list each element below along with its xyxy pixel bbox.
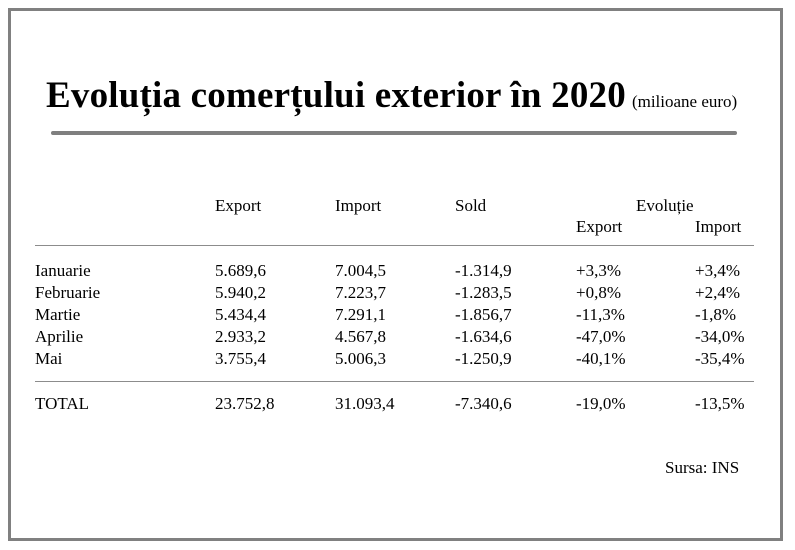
table-cell-sold: -1.283,5	[455, 283, 512, 302]
table-cell-export: 5.940,2	[215, 283, 266, 302]
total-label: TOTAL	[35, 394, 90, 413]
table-cell-sold: -1.250,9	[455, 349, 512, 368]
page-subtitle: (milioane euro)	[631, 92, 738, 111]
total-divider	[35, 381, 754, 382]
table-cell-import: 5.006,3	[335, 349, 386, 368]
table-cell-evol-export: -11,3%	[576, 305, 625, 324]
table-cell-evol-import: -34,0%	[695, 327, 745, 346]
table-cell-sold: -1.314,9	[455, 261, 512, 280]
title-underline	[51, 131, 737, 135]
table-cell-sold: -1.634,6	[455, 327, 512, 346]
table-cell-month: Martie	[35, 305, 81, 324]
header-evolutie-import: Import	[695, 217, 742, 236]
table-cell-evol-import: -1,8%	[695, 305, 737, 324]
table-cell-month: Ianuarie	[35, 261, 91, 280]
table-cell-export: 5.689,6	[215, 261, 266, 280]
table-cell-import: 7.291,1	[335, 305, 386, 324]
table-cell-import: 7.223,7	[335, 283, 386, 302]
header-evolutie-export: Export	[576, 217, 623, 236]
total-export: 23.752,8	[215, 394, 275, 413]
table-cell-evol-export: -47,0%	[576, 327, 626, 346]
table-cell-evol-export: -40,1%	[576, 349, 626, 368]
total-sold: -7.340,6	[455, 394, 512, 413]
header-import: Import	[335, 196, 382, 215]
total-import: 31.093,4	[335, 394, 395, 413]
table-cell-export: 5.434,4	[215, 305, 266, 324]
table-cell-evol-export: +3,3%	[576, 261, 621, 280]
table-cell-evol-import: +2,4%	[695, 283, 740, 302]
total-evol-export: -19,0%	[576, 394, 626, 413]
table-cell-evol-import: -35,4%	[695, 349, 745, 368]
header-divider	[35, 245, 754, 246]
header-sold: Sold	[455, 196, 487, 215]
table-cell-evol-export: +0,8%	[576, 283, 621, 302]
header-evolutie: Evoluție	[636, 196, 694, 215]
header-export: Export	[215, 196, 262, 215]
table-cell-sold: -1.856,7	[455, 305, 512, 324]
total-evol-import: -13,5%	[695, 394, 745, 413]
table-cell-month: Aprilie	[35, 327, 84, 346]
source-note: Sursa: INS	[665, 458, 740, 477]
table-cell-import: 7.004,5	[335, 261, 386, 280]
table-cell-month: Februarie	[35, 283, 101, 302]
table-cell-import: 4.567,8	[335, 327, 386, 346]
page-title: Evoluția comerțului exterior în 2020	[46, 75, 626, 116]
table-cell-evol-import: +3,4%	[695, 261, 740, 280]
table-cell-export: 3.755,4	[215, 349, 266, 368]
title-block: Evoluția comerțului exterior în 2020 (mil…	[46, 74, 737, 117]
table-cell-month: Mai	[35, 349, 63, 368]
table-cell-export: 2.933,2	[215, 327, 266, 346]
document-frame	[8, 8, 783, 541]
